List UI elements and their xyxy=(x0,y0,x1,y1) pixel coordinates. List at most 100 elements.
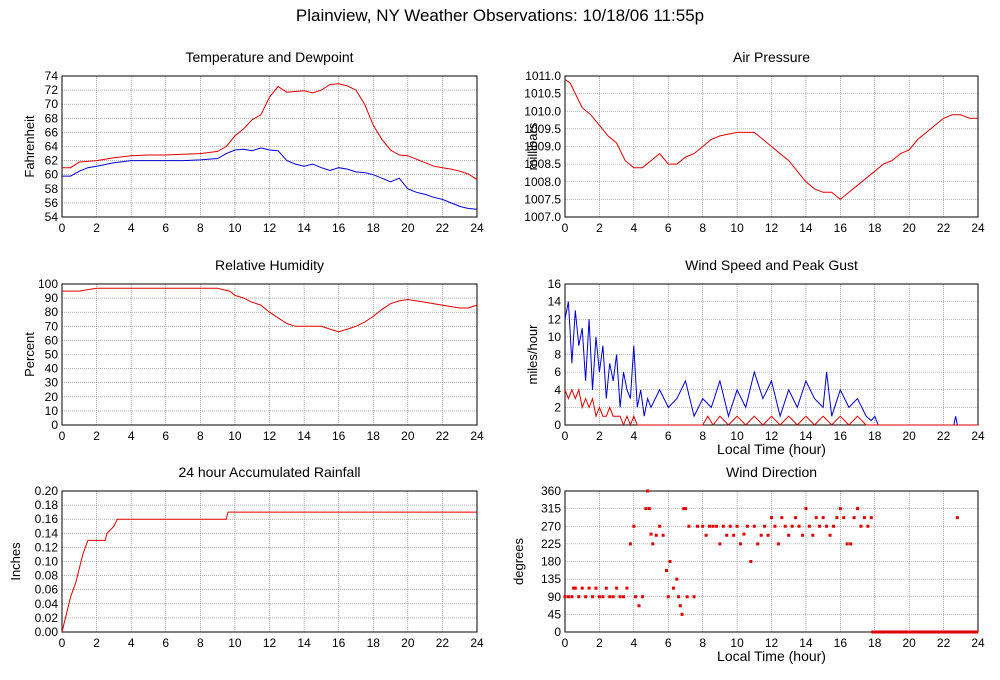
x-tick-label: 20 xyxy=(902,221,916,235)
y-tick-label: 70 xyxy=(45,97,59,111)
x-tick-label: 12 xyxy=(765,636,779,650)
y-tick-label: 50 xyxy=(45,348,59,362)
direction-point xyxy=(742,532,746,536)
chart-air-pressure: 0 2 4 6 8 10 12 14 16 18 20 22 241007.01007.51008.01… xyxy=(524,49,985,235)
direction-point xyxy=(566,595,570,599)
y-tick-label: 70 xyxy=(45,319,59,333)
x-tick-label: 6 xyxy=(665,636,672,650)
direction-point xyxy=(611,595,615,599)
x-tick-label: 2 xyxy=(596,221,603,235)
direction-point xyxy=(677,595,681,599)
x-tick-label: 4 xyxy=(630,221,637,235)
x-tick-label: 14 xyxy=(297,636,311,650)
direction-point xyxy=(776,542,780,546)
chart-title: Air Pressure xyxy=(733,49,810,65)
x-tick-label: 14 xyxy=(799,636,813,650)
x-tick-label: 14 xyxy=(297,221,311,235)
direction-point xyxy=(658,524,662,528)
x-tick-label: 16 xyxy=(332,636,346,650)
x-tick-label: 22 xyxy=(937,221,951,235)
x-tick-label: 18 xyxy=(367,221,381,235)
y-tick-label: 56 xyxy=(45,196,59,210)
y-tick-label: 10 xyxy=(548,330,562,344)
direction-point xyxy=(735,524,739,528)
y-tick-label: 60 xyxy=(45,168,59,182)
chart-title: Wind Speed and Peak Gust xyxy=(685,257,858,273)
direction-point xyxy=(773,524,777,528)
x-tick-label: 8 xyxy=(197,636,204,650)
direction-point xyxy=(675,577,679,581)
direction-point xyxy=(849,542,853,546)
direction-point xyxy=(825,524,829,528)
x-tick-label: 4 xyxy=(128,221,135,235)
y-tick-label: 60 xyxy=(45,333,59,347)
direction-point xyxy=(604,586,608,590)
direction-point xyxy=(780,516,784,520)
y-tick-label: 54 xyxy=(45,210,59,224)
x-tick-label: 16 xyxy=(332,429,346,443)
x-tick-label: 18 xyxy=(367,429,381,443)
y-axis-label: millibars xyxy=(525,122,540,170)
x-tick-label: 4 xyxy=(128,429,135,443)
y-tick-label: 0.10 xyxy=(35,555,59,569)
direction-point xyxy=(591,595,595,599)
direction-point xyxy=(601,595,605,599)
direction-point xyxy=(637,604,641,608)
direction-point xyxy=(745,524,749,528)
y-tick-label: 1007.5 xyxy=(524,192,561,206)
x-tick-label: 4 xyxy=(630,429,637,443)
x-tick-label: 12 xyxy=(765,429,779,443)
direction-point xyxy=(692,595,696,599)
x-tick-label: 10 xyxy=(730,429,744,443)
y-tick-label: 90 xyxy=(45,291,59,305)
y-tick-label: 72 xyxy=(45,83,59,97)
x-tick-label: 10 xyxy=(228,429,242,443)
x-tick-label: 10 xyxy=(730,636,744,650)
direction-point xyxy=(818,524,822,528)
chart-title: 24 hour Accumulated Rainfall xyxy=(178,464,360,480)
y-axis-label: Fahrenheit xyxy=(22,115,37,178)
y-tick-label: 1008.5 xyxy=(524,157,561,171)
x-tick-label: 24 xyxy=(971,221,985,235)
y-tick-label: 270 xyxy=(541,519,561,533)
x-tick-label: 24 xyxy=(971,429,985,443)
plot-frame xyxy=(61,490,478,633)
direction-point xyxy=(770,516,773,520)
direction-point xyxy=(666,595,670,599)
chart-title: Wind Direction xyxy=(726,464,817,480)
y-tick-label: 100 xyxy=(38,277,58,291)
y-tick-label: 0.12 xyxy=(35,540,59,554)
x-tick-label: 18 xyxy=(868,636,882,650)
x-tick-label: 22 xyxy=(937,429,951,443)
direction-point xyxy=(696,524,700,528)
x-tick-label: 2 xyxy=(93,221,100,235)
direction-point xyxy=(654,533,658,537)
y-tick-label: 6 xyxy=(554,365,561,379)
y-tick-label: 68 xyxy=(45,111,59,125)
y-tick-label: 1008.0 xyxy=(524,175,561,189)
x-axis-label: Local Time (hour) xyxy=(717,648,826,664)
y-tick-label: 90 xyxy=(548,590,562,604)
direction-point xyxy=(661,533,665,537)
series-line-1 xyxy=(61,511,477,633)
x-tick-label: 0 xyxy=(59,221,66,235)
direction-point xyxy=(665,569,669,573)
y-tick-label: 1011.0 xyxy=(525,69,561,83)
x-tick-label: 20 xyxy=(401,429,415,443)
y-tick-label: 2 xyxy=(554,400,561,414)
direction-point xyxy=(570,595,574,599)
direction-point xyxy=(704,533,708,537)
direction-point xyxy=(721,524,725,528)
series-line-2 xyxy=(62,147,478,210)
direction-point xyxy=(563,595,567,599)
direction-point xyxy=(640,595,644,599)
y-tick-label: 0.08 xyxy=(35,569,59,583)
direction-point xyxy=(651,542,655,546)
direction-point xyxy=(671,586,675,590)
direction-point xyxy=(838,507,842,511)
direction-point xyxy=(701,524,705,528)
direction-point xyxy=(622,595,626,599)
direction-point xyxy=(608,595,612,599)
x-tick-label: 18 xyxy=(868,221,882,235)
